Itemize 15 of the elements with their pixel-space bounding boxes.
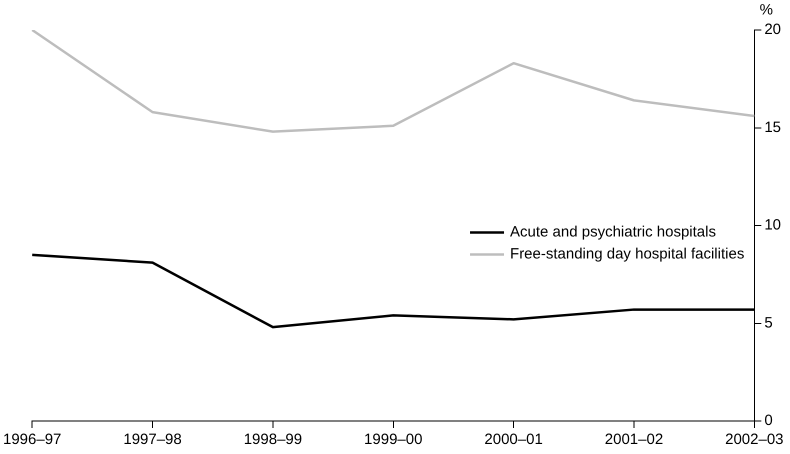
y-tick-label: 20 (764, 21, 782, 38)
x-tick-label: 1997–98 (123, 431, 182, 448)
x-tick-label: 1998–99 (244, 431, 302, 448)
y-tick-label: 15 (764, 118, 782, 136)
x-tick-label: 2000–01 (484, 431, 543, 448)
y-axis-title: % (760, 2, 773, 19)
y-tick-label: 5 (764, 314, 773, 332)
x-tick-label: 1996–97 (2, 431, 62, 448)
legend-label: Acute and psychiatric hospitals (510, 224, 716, 241)
x-tick-label: 1999–00 (364, 431, 422, 448)
x-tick-label: 2001–02 (604, 431, 664, 448)
y-tick-label: 0 (764, 412, 773, 430)
legend-label: Free-standing day hospital facilities (510, 246, 744, 263)
x-tick-label: 2002–03 (725, 431, 784, 448)
y-tick-label: 10 (764, 216, 782, 234)
